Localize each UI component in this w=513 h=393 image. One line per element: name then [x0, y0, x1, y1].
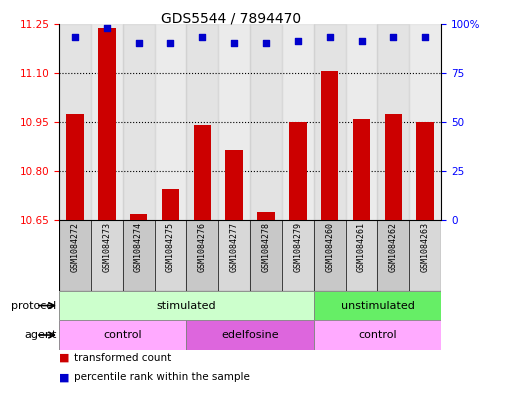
- Bar: [123, 24, 154, 220]
- Bar: [346, 24, 378, 220]
- Bar: [154, 24, 186, 220]
- Bar: [123, 220, 154, 291]
- Point: [389, 34, 398, 40]
- Point: [358, 38, 366, 44]
- Bar: [417, 122, 434, 220]
- Bar: [282, 24, 314, 220]
- Text: GSM1084274: GSM1084274: [134, 222, 143, 272]
- Bar: [225, 150, 243, 220]
- Point: [71, 34, 79, 40]
- Bar: [250, 24, 282, 220]
- Bar: [186, 320, 314, 350]
- Bar: [314, 24, 346, 220]
- Bar: [154, 220, 186, 291]
- Point: [166, 40, 174, 46]
- Text: agent: agent: [24, 330, 56, 340]
- Text: percentile rank within the sample: percentile rank within the sample: [74, 372, 250, 382]
- Bar: [346, 220, 378, 291]
- Bar: [218, 220, 250, 291]
- Bar: [353, 119, 370, 220]
- Bar: [314, 220, 346, 291]
- Text: unstimulated: unstimulated: [341, 301, 415, 310]
- Bar: [66, 114, 84, 220]
- Text: GSM1084261: GSM1084261: [357, 222, 366, 272]
- Text: GSM1084276: GSM1084276: [198, 222, 207, 272]
- Bar: [91, 220, 123, 291]
- Bar: [91, 24, 123, 220]
- Bar: [59, 24, 91, 220]
- Bar: [409, 220, 441, 291]
- Bar: [250, 220, 282, 291]
- Text: GDS5544 / 7894470: GDS5544 / 7894470: [161, 12, 301, 26]
- Text: transformed count: transformed count: [74, 353, 172, 363]
- Text: ■: ■: [59, 353, 69, 363]
- Bar: [59, 291, 314, 320]
- Text: GSM1084263: GSM1084263: [421, 222, 430, 272]
- Bar: [186, 220, 218, 291]
- Bar: [257, 212, 275, 220]
- Text: ■: ■: [59, 372, 69, 382]
- Text: GSM1084260: GSM1084260: [325, 222, 334, 272]
- Point: [294, 38, 302, 44]
- Point: [421, 34, 429, 40]
- Text: GSM1084272: GSM1084272: [70, 222, 80, 272]
- Bar: [98, 29, 115, 220]
- Point: [262, 40, 270, 46]
- Bar: [378, 220, 409, 291]
- Point: [326, 34, 334, 40]
- Text: GSM1084273: GSM1084273: [102, 222, 111, 272]
- Bar: [282, 220, 314, 291]
- Bar: [314, 291, 441, 320]
- Bar: [314, 320, 441, 350]
- Bar: [130, 213, 147, 220]
- Point: [230, 40, 238, 46]
- Point: [198, 34, 206, 40]
- Text: edelfosine: edelfosine: [221, 330, 279, 340]
- Bar: [218, 24, 250, 220]
- Bar: [409, 24, 441, 220]
- Text: protocol: protocol: [11, 301, 56, 310]
- Bar: [193, 125, 211, 220]
- Bar: [385, 114, 402, 220]
- Bar: [59, 320, 186, 350]
- Text: GSM1084275: GSM1084275: [166, 222, 175, 272]
- Text: GSM1084262: GSM1084262: [389, 222, 398, 272]
- Bar: [378, 24, 409, 220]
- Point: [103, 24, 111, 31]
- Text: GSM1084278: GSM1084278: [262, 222, 270, 272]
- Bar: [59, 220, 91, 291]
- Bar: [321, 71, 339, 220]
- Text: control: control: [358, 330, 397, 340]
- Text: GSM1084279: GSM1084279: [293, 222, 302, 272]
- Bar: [186, 24, 218, 220]
- Point: [134, 40, 143, 46]
- Bar: [289, 122, 307, 220]
- Text: stimulated: stimulated: [156, 301, 216, 310]
- Text: control: control: [104, 330, 142, 340]
- Text: GSM1084277: GSM1084277: [230, 222, 239, 272]
- Bar: [162, 189, 179, 220]
